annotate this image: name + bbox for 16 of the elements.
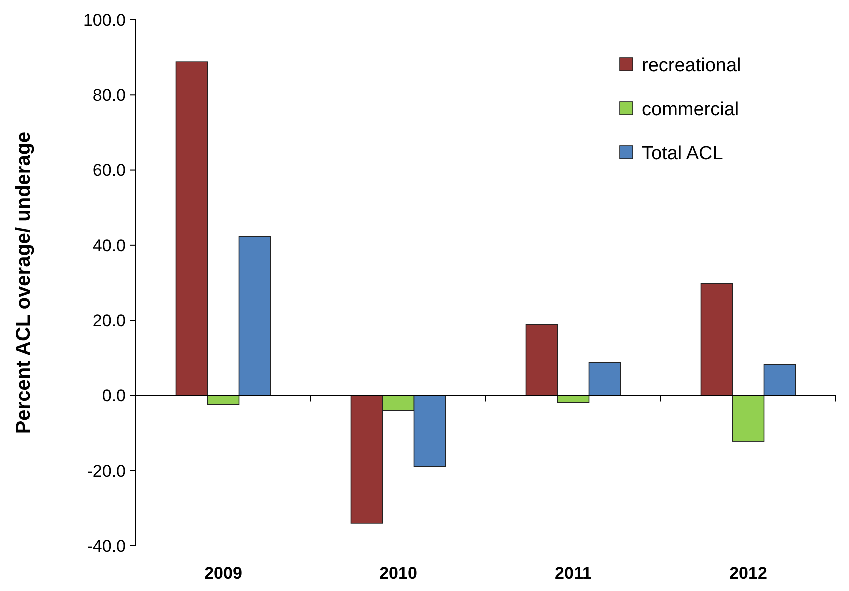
x-tick-label: 2012 (730, 564, 768, 583)
legend-label: Total ACL (642, 144, 724, 165)
y-tick-label: 80.0 (92, 86, 126, 106)
y-tick-label: 60.0 (92, 161, 126, 180)
y-tick-label: 20.0 (92, 312, 126, 331)
x-tick-label: 2010 (380, 564, 418, 583)
legend-label: commercial (642, 100, 740, 121)
y-axis-title: Percent ACL overage/ underage (13, 132, 35, 434)
y-tick-label: 40.0 (92, 236, 126, 256)
legend-label: recreational (642, 56, 742, 77)
x-tick-label: 2009 (204, 564, 242, 583)
x-tick-label: 2011 (555, 564, 592, 583)
y-tick-label: -20.0 (87, 462, 126, 481)
y-tick-label: -40.0 (87, 536, 126, 556)
y-tick-label: 100.0 (83, 10, 126, 30)
y-tick-label: 0.0 (102, 386, 126, 406)
